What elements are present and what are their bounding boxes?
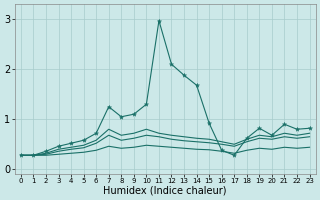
X-axis label: Humidex (Indice chaleur): Humidex (Indice chaleur): [103, 186, 227, 196]
